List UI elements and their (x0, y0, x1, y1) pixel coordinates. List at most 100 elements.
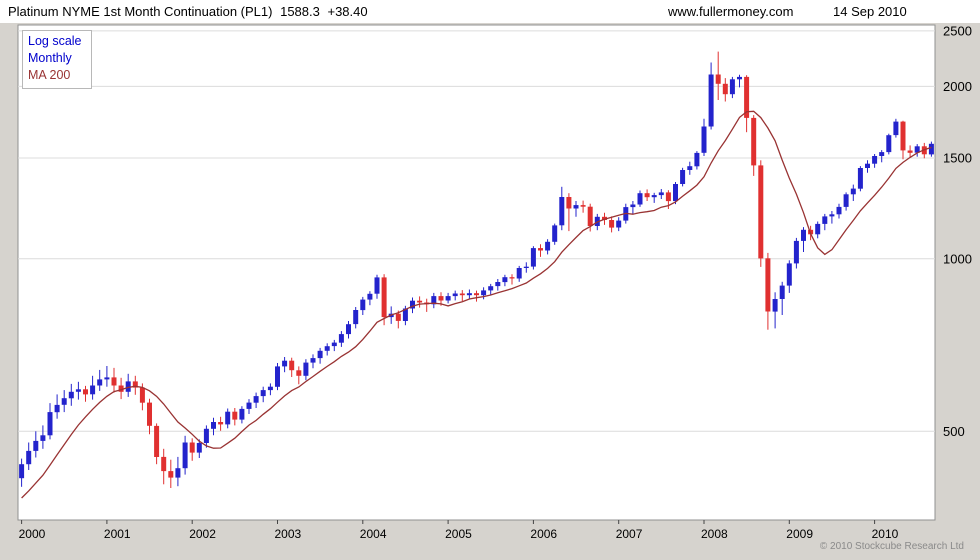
candle-body (886, 135, 892, 153)
legend-interval: Monthly (28, 51, 72, 65)
x-axis-label: 2006 (530, 527, 557, 541)
candle-body (829, 214, 835, 217)
candle-body (865, 163, 870, 168)
candle-body (310, 358, 316, 363)
candle-body (289, 360, 295, 371)
candle-body (708, 74, 714, 127)
candle-body (609, 220, 615, 228)
candle-body (758, 165, 764, 259)
candle-body (580, 205, 586, 207)
candle-body (530, 248, 536, 267)
candle-body (211, 422, 216, 429)
candle-body (196, 443, 202, 453)
candle-body (253, 396, 259, 403)
candle-body (665, 192, 671, 202)
candle-body (445, 296, 451, 301)
x-axis-label: 2000 (19, 527, 46, 541)
candle-body (680, 170, 686, 184)
candle-body (410, 300, 415, 309)
y-axis-label: 1000 (943, 251, 972, 266)
last-price: 1588.3 (280, 4, 320, 19)
candle-body (644, 193, 650, 198)
candle-body (353, 310, 359, 325)
x-axis-label: 2007 (616, 527, 643, 541)
candle-body (296, 370, 302, 376)
candle-body (509, 277, 515, 279)
candle-body (893, 121, 899, 136)
legend-log-scale: Log scale (28, 34, 82, 48)
candle-body (452, 293, 458, 297)
x-axis-label: 2003 (275, 527, 302, 541)
candle-body (338, 334, 344, 343)
price-change: +38.40 (327, 4, 368, 19)
candle-body (857, 168, 863, 189)
candle-body (260, 390, 266, 397)
y-axis-label: 2500 (943, 23, 972, 38)
x-axis-label: 2004 (360, 527, 387, 541)
candle-body (275, 366, 280, 387)
candle-body (502, 277, 508, 283)
candle-body (801, 229, 806, 241)
candle-body (602, 216, 607, 220)
candle-body (872, 156, 878, 164)
candle-body (189, 442, 195, 453)
candle-body (19, 464, 25, 479)
candle-body (40, 435, 46, 441)
candle-body (566, 197, 572, 209)
candle-body (111, 377, 117, 386)
candle-body (928, 143, 934, 155)
x-axis-label: 2005 (445, 527, 472, 541)
x-axis-label: 2002 (189, 527, 216, 541)
x-axis-label: 2001 (104, 527, 131, 541)
candle-body (139, 387, 145, 403)
candle-body (786, 263, 792, 286)
candle-body (651, 195, 657, 198)
website-link[interactable]: www.fullermoney.com (668, 4, 794, 19)
candle-body (474, 293, 479, 296)
header-bar: Platinum NYME 1st Month Continuation (PL… (0, 0, 980, 23)
candle-body (282, 360, 288, 367)
candle-body (587, 206, 593, 226)
candle-body (900, 121, 906, 151)
candle-body (395, 313, 401, 321)
candle-body (481, 290, 487, 296)
candle-body (47, 412, 53, 436)
candle-body (54, 404, 60, 413)
candle-body (545, 241, 551, 251)
candle-body (694, 152, 700, 167)
candle-body (658, 192, 664, 196)
candle-body (317, 350, 323, 359)
y-axis-label: 500 (943, 424, 965, 439)
candle-body (523, 266, 529, 268)
candle-body (573, 205, 579, 209)
candle-body (729, 79, 735, 95)
candle-body (68, 391, 74, 399)
candle-body (779, 285, 785, 299)
candle-body (90, 385, 96, 395)
candle-body (538, 248, 543, 251)
candle-body (673, 184, 678, 202)
candle-body (218, 422, 224, 425)
ma-line (21, 110, 932, 499)
candle-body (267, 386, 273, 391)
x-axis-label: 2009 (786, 527, 813, 541)
candle-body (516, 268, 522, 279)
candle-body (559, 197, 565, 226)
candle-body (33, 440, 39, 451)
candle-body (360, 299, 366, 311)
candle-body (772, 299, 778, 312)
candle-body (737, 76, 742, 80)
candle-body (104, 377, 110, 380)
instrument-name: Platinum NYME 1st Month Continuation (PL… (8, 4, 273, 19)
candle-body (488, 286, 494, 291)
candle-body (374, 277, 380, 294)
candle-body (75, 389, 81, 392)
candle-body (552, 225, 558, 242)
candle-body (83, 389, 88, 395)
candle-body (744, 76, 750, 118)
candle-body (722, 83, 728, 95)
candle-body (616, 220, 622, 228)
candle-body (154, 425, 160, 457)
